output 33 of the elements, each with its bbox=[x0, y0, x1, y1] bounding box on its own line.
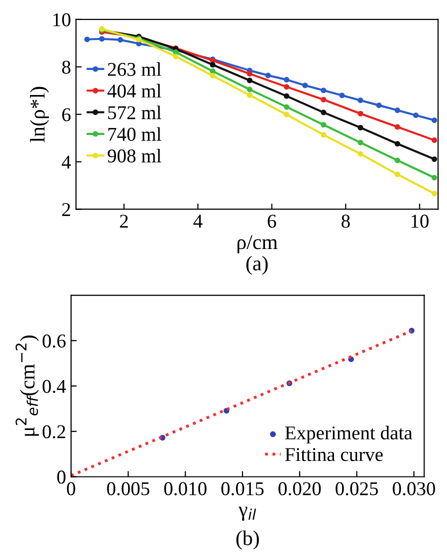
y-axis-title: ln(ρ*l) bbox=[30, 86, 49, 142]
x-axis-title: ρ/cm bbox=[238, 235, 278, 254]
y-tick-label: 2 bbox=[62, 203, 70, 216]
text: (a) bbox=[246, 256, 268, 275]
x-tick-label: 4 bbox=[193, 214, 202, 228]
x-tick-label: 0.025 bbox=[336, 482, 378, 496]
y-tick-label: 0.6 bbox=[42, 334, 66, 348]
y-tick-label: 6 bbox=[62, 108, 71, 122]
legend-label: 404 ml bbox=[107, 84, 162, 98]
x-tick-label: 0.010 bbox=[164, 482, 206, 496]
legend-label: Fittina curve bbox=[285, 448, 383, 462]
x-tick-label: 0.020 bbox=[278, 482, 321, 496]
y-tick-label: 0.2 bbox=[42, 425, 66, 438]
x-tick-label: 10 bbox=[412, 214, 429, 228]
y-tick-label: 8 bbox=[62, 60, 70, 74]
x-tick-label: 0.015 bbox=[221, 482, 264, 496]
legend-label: Experiment data bbox=[285, 426, 412, 444]
x-tick-label: 0.030 bbox=[392, 482, 436, 496]
y-tick-label: 0 bbox=[57, 470, 66, 484]
x-tick-label: 0.005 bbox=[107, 482, 150, 496]
x-axis-title: γ$_{il}$ bbox=[238, 506, 256, 521]
y-tick-label: 4 bbox=[62, 156, 71, 169]
y-tick-label: 10 bbox=[53, 13, 70, 26]
text: (b) bbox=[236, 530, 259, 550]
legend-label: 263 ml bbox=[108, 62, 162, 76]
x-tick-label: 2 bbox=[120, 214, 128, 228]
legend-label: 908 ml bbox=[108, 148, 162, 163]
legend-label: 740 ml bbox=[108, 127, 162, 141]
x-tick-label: 6 bbox=[268, 214, 276, 228]
y-axis-title: μ$^{2}$$_{eff}$(cm$^{−2}$) bbox=[16, 336, 39, 436]
y-tick-label: 0.4 bbox=[42, 380, 66, 394]
legend-label: 572 ml bbox=[108, 106, 162, 120]
x-tick-label: 8 bbox=[342, 214, 350, 228]
